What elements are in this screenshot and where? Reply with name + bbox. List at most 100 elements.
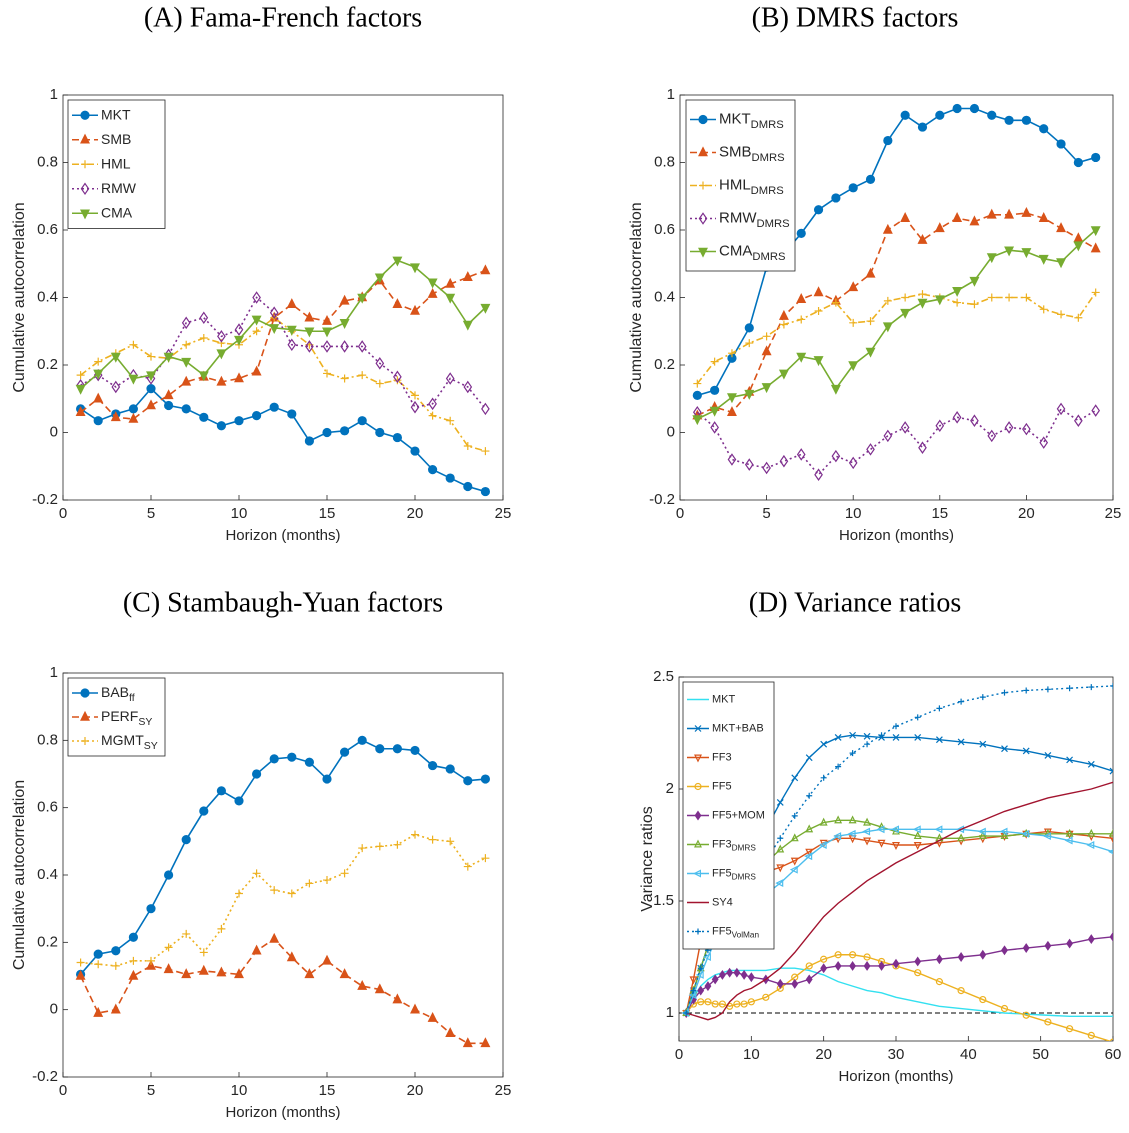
marker <box>269 754 279 764</box>
marker <box>970 414 979 427</box>
marker <box>463 776 473 786</box>
marker <box>1073 241 1084 252</box>
marker <box>1056 222 1067 233</box>
marker <box>375 842 384 851</box>
y-tick-label: 0 <box>50 423 58 440</box>
marker <box>777 835 784 842</box>
marker <box>182 929 191 938</box>
marker <box>761 345 772 356</box>
x-tick-label: 20 <box>407 505 424 522</box>
marker <box>805 754 813 762</box>
legend-label: BABff <box>101 684 135 704</box>
legend-label: SMBDMRS <box>719 143 785 163</box>
marker <box>1044 751 1052 759</box>
marker <box>1091 404 1101 417</box>
legend-marker <box>81 737 89 745</box>
marker <box>375 379 384 388</box>
marker <box>428 411 437 420</box>
marker <box>849 750 856 757</box>
marker <box>934 295 945 306</box>
marker <box>1044 686 1051 693</box>
marker <box>805 974 813 985</box>
legend-label: MKT+BAB <box>712 722 764 734</box>
marker <box>1044 1018 1052 1026</box>
marker <box>234 416 244 426</box>
marker <box>1074 414 1083 427</box>
marker <box>1005 293 1014 302</box>
marker <box>164 870 174 880</box>
marker <box>146 371 156 382</box>
marker <box>820 774 827 781</box>
marker <box>287 338 297 352</box>
x-tick-label: 30 <box>888 1046 905 1063</box>
marker <box>762 461 771 475</box>
y-tick-label: -0.2 <box>649 491 675 508</box>
y-tick-label: 1.5 <box>653 892 674 909</box>
marker <box>251 944 262 955</box>
marker <box>935 978 944 986</box>
y-axis-label: Cumulative autocorrelation <box>628 202 645 392</box>
marker <box>1091 288 1100 297</box>
x-tick-label: 10 <box>845 505 862 522</box>
marker <box>252 869 261 878</box>
marker <box>323 369 331 378</box>
marker <box>978 831 987 840</box>
marker <box>979 740 987 748</box>
marker <box>789 865 798 874</box>
marker <box>269 402 279 412</box>
marker <box>1022 293 1031 302</box>
y-tick-label: 0.8 <box>37 731 58 748</box>
marker <box>163 963 174 974</box>
legend-name: PERF <box>101 708 138 724</box>
marker <box>791 978 799 989</box>
marker <box>692 390 702 400</box>
marker <box>1109 828 1113 837</box>
marker <box>813 356 824 367</box>
marker <box>304 311 315 322</box>
legend-label: FF5DMRS <box>712 867 756 881</box>
marker <box>1087 760 1095 768</box>
marker <box>849 731 857 739</box>
marker <box>1074 313 1083 322</box>
marker <box>181 968 192 979</box>
legend-name: CMA <box>101 204 133 220</box>
marker <box>866 317 875 326</box>
legend-marker <box>81 160 89 169</box>
marker <box>893 723 899 730</box>
marker <box>163 389 174 400</box>
marker <box>358 371 367 380</box>
marker <box>813 205 824 215</box>
chart-title: (B) DMRS factors <box>752 2 959 33</box>
marker <box>76 958 85 967</box>
marker <box>1038 254 1049 265</box>
x-tick-label: 20 <box>407 1082 424 1099</box>
marker <box>744 323 754 333</box>
x-tick-label: 60 <box>1105 1046 1122 1063</box>
marker <box>726 406 737 417</box>
marker <box>462 320 473 331</box>
marker <box>181 375 192 386</box>
marker <box>835 763 842 770</box>
legend-label: MKTDMRS <box>719 110 784 130</box>
marker <box>217 330 226 343</box>
marker <box>199 948 208 957</box>
marker <box>446 416 455 425</box>
marker <box>1022 747 1030 755</box>
marker <box>234 372 244 383</box>
marker <box>304 757 314 767</box>
legend-label: HML <box>101 155 131 171</box>
marker <box>935 110 945 120</box>
legend-marker <box>694 725 702 732</box>
x-tick-label: 15 <box>319 1082 336 1099</box>
marker <box>1000 831 1009 840</box>
legend-name: CMA <box>719 242 752 259</box>
marker <box>848 183 858 193</box>
marker <box>286 325 297 336</box>
marker <box>819 817 828 826</box>
series-line <box>686 781 1113 1021</box>
marker <box>969 276 980 287</box>
marker <box>216 421 226 431</box>
marker <box>110 411 121 422</box>
marker <box>393 370 402 384</box>
